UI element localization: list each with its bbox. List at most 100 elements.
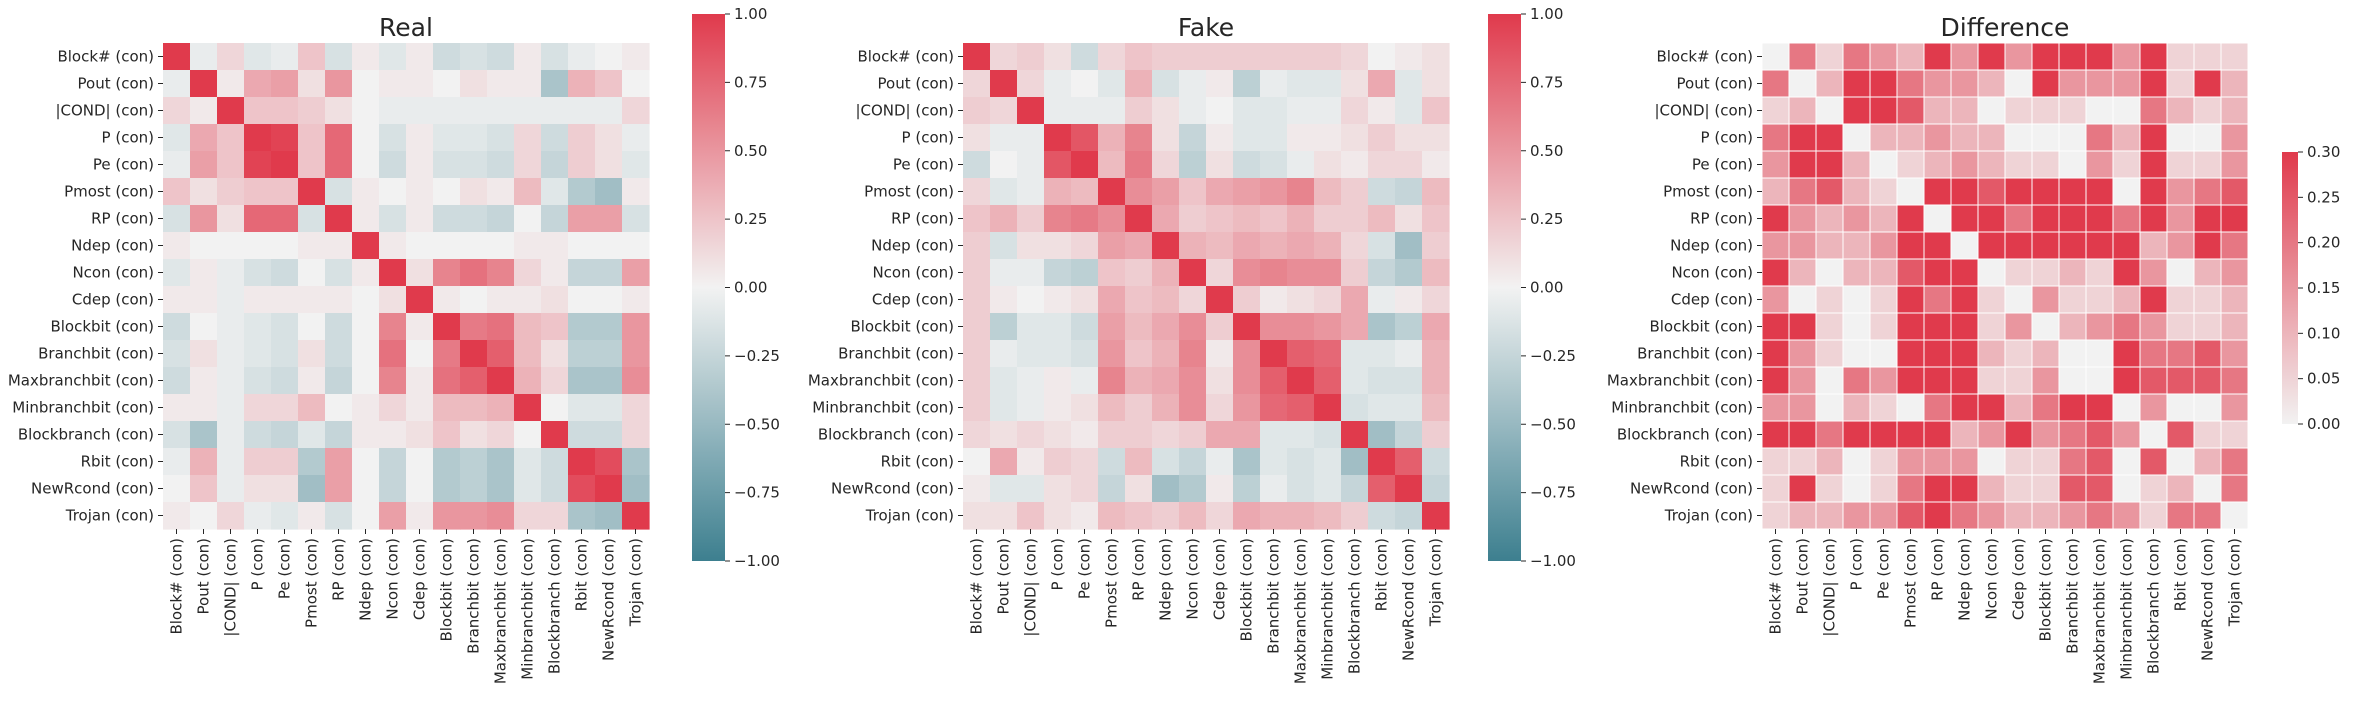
heatmap-cell bbox=[460, 313, 488, 341]
heatmap-cell bbox=[1152, 151, 1180, 179]
heatmap-cell bbox=[433, 313, 461, 341]
heatmap-cell bbox=[244, 43, 272, 71]
heatmap-cell bbox=[568, 367, 596, 395]
heatmap-cell bbox=[1842, 150, 1871, 179]
heatmap-cell bbox=[433, 394, 461, 422]
heatmap-cell bbox=[1422, 70, 1450, 98]
heatmap-cell bbox=[1098, 151, 1126, 179]
heatmap-cell bbox=[2139, 447, 2168, 476]
heatmap-cell bbox=[1098, 475, 1126, 503]
heatmap-cell bbox=[568, 232, 596, 260]
y-tick-label: Ncon (con) bbox=[1671, 264, 1753, 282]
x-tick-label: Block# (con) bbox=[168, 538, 186, 635]
heatmap-cell bbox=[1260, 124, 1288, 152]
heatmap-cell bbox=[2004, 69, 2033, 98]
y-tick-label: Blockbranch (con) bbox=[1617, 426, 1753, 444]
heatmap-cell bbox=[1368, 178, 1396, 206]
x-tick-label: Block# (con) bbox=[1767, 538, 1785, 635]
heatmap-cell bbox=[1815, 42, 1844, 71]
heatmap-cell bbox=[1869, 177, 1898, 206]
heatmap-cell bbox=[1341, 259, 1369, 287]
heatmap-cell bbox=[2031, 231, 2060, 260]
heatmap-cell bbox=[2112, 312, 2141, 341]
heatmap-cell bbox=[1842, 285, 1871, 314]
heatmap-cell bbox=[2085, 231, 2114, 260]
y-tick-label: Rbit (con) bbox=[1680, 453, 1753, 471]
heatmap-cell bbox=[2085, 123, 2114, 152]
heatmap-cell bbox=[1017, 394, 1045, 422]
heatmap-cell bbox=[1788, 447, 1817, 476]
heatmap-cell bbox=[2112, 285, 2141, 314]
heatmap-cell bbox=[1977, 393, 2006, 422]
heatmap-cell bbox=[379, 313, 407, 341]
heatmap-cell bbox=[990, 367, 1018, 395]
heatmap-cell bbox=[1314, 205, 1342, 233]
heatmap-cell bbox=[2193, 96, 2222, 125]
heatmap-cell bbox=[1260, 43, 1288, 71]
heatmap-cell bbox=[2193, 420, 2222, 449]
heatmap-cell bbox=[1260, 97, 1288, 125]
heatmap-cell bbox=[487, 448, 515, 476]
heatmap-cell bbox=[568, 502, 596, 530]
heatmap-cell bbox=[433, 502, 461, 530]
heatmap-cell bbox=[1815, 501, 1844, 530]
heatmap-cell bbox=[1761, 258, 1790, 287]
heatmap-cell bbox=[1869, 366, 1898, 395]
heatmap-cell bbox=[433, 43, 461, 71]
heatmap-cell bbox=[1788, 420, 1817, 449]
heatmap-cell bbox=[271, 367, 299, 395]
heatmap-cell bbox=[244, 448, 272, 476]
heatmap-cell bbox=[244, 205, 272, 233]
heatmap-cell bbox=[514, 502, 542, 530]
heatmap-cell bbox=[514, 205, 542, 233]
heatmap-cell bbox=[1422, 340, 1450, 368]
heatmap-cell bbox=[433, 448, 461, 476]
heatmap-cell bbox=[2085, 204, 2114, 233]
heatmap-cell bbox=[514, 232, 542, 260]
y-tick-label: Pmost (con) bbox=[1663, 183, 1753, 201]
heatmap-cell bbox=[1842, 258, 1871, 287]
heatmap-cell bbox=[1206, 232, 1234, 260]
x-tick-label: Cdep (con) bbox=[411, 538, 429, 620]
heatmap-cell bbox=[1152, 97, 1180, 125]
heatmap-cell bbox=[568, 421, 596, 449]
heatmap-cell bbox=[1260, 448, 1288, 476]
heatmap-cell bbox=[1761, 447, 1790, 476]
heatmap-cell bbox=[1125, 259, 1153, 287]
heatmap-cell bbox=[2058, 258, 2087, 287]
heatmap-cell bbox=[2004, 474, 2033, 503]
heatmap-cell bbox=[1788, 231, 1817, 260]
heatmap-cell bbox=[622, 502, 650, 530]
heatmap-cell bbox=[2058, 285, 2087, 314]
heatmap-cell bbox=[1422, 259, 1450, 287]
heatmap-cell bbox=[217, 394, 245, 422]
heatmap-cell bbox=[190, 448, 218, 476]
heatmap-cell bbox=[1314, 259, 1342, 287]
heatmap-cell bbox=[1044, 340, 1072, 368]
heatmap-cell bbox=[1842, 123, 1871, 152]
heatmap-cell bbox=[1017, 151, 1045, 179]
heatmap-cell bbox=[487, 286, 515, 314]
heatmap-cell bbox=[2166, 69, 2195, 98]
heatmap-cell bbox=[622, 124, 650, 152]
heatmap-cell bbox=[298, 421, 326, 449]
heatmap-cell bbox=[379, 43, 407, 71]
heatmap-cell bbox=[1044, 259, 1072, 287]
heatmap-cell bbox=[1977, 474, 2006, 503]
heatmap-cell bbox=[163, 421, 191, 449]
heatmap-cell bbox=[2166, 447, 2195, 476]
heatmap-cell bbox=[406, 313, 434, 341]
heatmap-cell bbox=[2085, 474, 2114, 503]
heatmap-cell bbox=[963, 124, 991, 152]
heatmap-cell bbox=[1071, 205, 1099, 233]
heatmap-cell bbox=[190, 502, 218, 530]
heatmap-cell bbox=[1842, 393, 1871, 422]
heatmap-cell bbox=[2058, 96, 2087, 125]
heatmap-cell bbox=[244, 313, 272, 341]
heatmap-cell bbox=[1017, 97, 1045, 125]
heatmap-cell bbox=[487, 502, 515, 530]
heatmap-cell bbox=[514, 367, 542, 395]
x-tick-label: Cdep (con) bbox=[2010, 538, 2028, 620]
heatmap-cell bbox=[2085, 177, 2114, 206]
colorbar-tick-label: 0.00 bbox=[1530, 279, 1563, 297]
